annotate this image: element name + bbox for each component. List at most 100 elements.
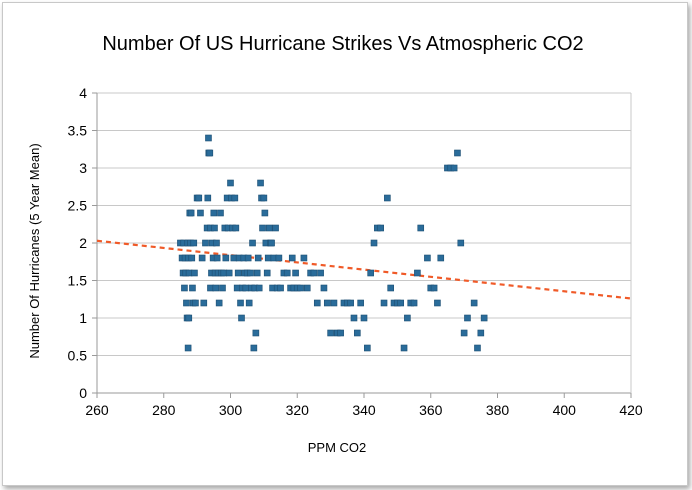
data-point xyxy=(198,254,206,262)
y-axis-title: Number Of Hurricanes (5 Year Mean) xyxy=(27,143,42,358)
data-point xyxy=(377,224,384,232)
y-tick-label: 0 xyxy=(79,385,87,401)
data-point xyxy=(454,149,461,157)
data-point xyxy=(250,344,258,352)
data-point xyxy=(337,329,344,337)
data-point xyxy=(327,329,334,337)
x-tick-label: 380 xyxy=(486,402,510,418)
data-point xyxy=(227,179,234,187)
data-point xyxy=(197,209,204,217)
y-tick-label: 0.5 xyxy=(68,348,88,364)
data-point xyxy=(253,269,261,277)
data-point xyxy=(350,314,358,322)
data-point xyxy=(464,314,471,322)
data-point xyxy=(268,239,275,247)
data-point xyxy=(234,269,242,277)
data-point xyxy=(317,269,324,277)
data-point xyxy=(300,254,308,262)
data-point xyxy=(259,224,266,232)
data-point xyxy=(200,299,208,307)
data-point xyxy=(347,299,354,307)
data-point xyxy=(205,134,212,142)
data-point xyxy=(450,164,458,172)
data-point xyxy=(232,224,240,232)
data-point xyxy=(364,344,371,352)
data-point xyxy=(277,284,284,292)
data-point xyxy=(354,329,361,337)
data-point xyxy=(244,254,252,262)
axes xyxy=(92,92,632,398)
x-tick-label: 280 xyxy=(152,402,176,418)
data-point xyxy=(357,299,364,307)
data-point xyxy=(257,179,264,187)
data-point xyxy=(283,269,291,277)
data-point xyxy=(260,194,268,202)
y-tick-label: 3 xyxy=(79,160,87,176)
data-point xyxy=(384,194,391,202)
data-point xyxy=(192,299,199,307)
data-point xyxy=(477,329,485,337)
data-point xyxy=(430,284,438,292)
data-point xyxy=(217,209,224,217)
data-point xyxy=(190,239,198,247)
data-point xyxy=(414,269,421,277)
data-point xyxy=(264,254,272,262)
y-tick-label: 1 xyxy=(79,310,87,326)
data-point xyxy=(400,344,408,352)
trendline xyxy=(96,239,632,300)
data-point xyxy=(380,299,388,307)
data-point xyxy=(204,194,212,202)
data-point xyxy=(181,284,188,292)
data-point xyxy=(292,269,299,277)
data-point xyxy=(212,284,220,292)
data-point xyxy=(184,344,192,352)
trendline-layer xyxy=(96,239,632,300)
data-point xyxy=(297,284,304,292)
data-point xyxy=(252,329,260,337)
chart-frame: Number Of US Hurricane Strikes Vs Atmosp… xyxy=(2,2,688,486)
x-tick-label: 320 xyxy=(286,402,310,418)
data-points xyxy=(177,134,488,352)
scatter-chart: Number Of US Hurricane Strikes Vs Atmosp… xyxy=(27,33,643,455)
data-point xyxy=(185,314,193,322)
data-point xyxy=(242,284,250,292)
x-tick-label: 400 xyxy=(553,402,577,418)
data-point xyxy=(272,224,279,232)
data-point xyxy=(255,284,263,292)
x-tick-label: 360 xyxy=(419,402,443,418)
data-point xyxy=(213,239,220,247)
data-point xyxy=(210,209,218,217)
data-point xyxy=(437,254,445,262)
data-point xyxy=(460,329,468,337)
data-point xyxy=(202,239,209,247)
data-point xyxy=(275,254,283,262)
data-point xyxy=(215,299,223,307)
data-point xyxy=(245,299,253,307)
y-tick-label: 2 xyxy=(79,235,87,251)
data-point xyxy=(261,209,269,217)
data-point xyxy=(320,284,328,292)
data-point xyxy=(238,314,245,322)
data-point xyxy=(195,194,203,202)
y-tick-label: 1.5 xyxy=(68,273,88,289)
data-point xyxy=(247,269,254,277)
data-point xyxy=(219,284,226,292)
data-point xyxy=(330,299,338,307)
data-point xyxy=(370,239,378,247)
x-tick-label: 260 xyxy=(85,402,109,418)
data-point xyxy=(263,269,271,277)
data-point xyxy=(288,254,296,262)
x-tick-label: 340 xyxy=(352,402,376,418)
chart-title: Number Of US Hurricane Strikes Vs Atmosp… xyxy=(102,33,583,55)
data-point xyxy=(313,299,321,307)
data-point xyxy=(397,299,405,307)
data-point xyxy=(183,299,190,307)
data-point xyxy=(410,299,418,307)
data-point xyxy=(474,344,481,352)
y-tick-label: 3.5 xyxy=(68,123,88,139)
data-point xyxy=(222,254,230,262)
data-point xyxy=(237,299,244,307)
y-tick-label: 4 xyxy=(79,85,87,101)
data-point xyxy=(367,269,374,277)
data-point xyxy=(387,284,395,292)
